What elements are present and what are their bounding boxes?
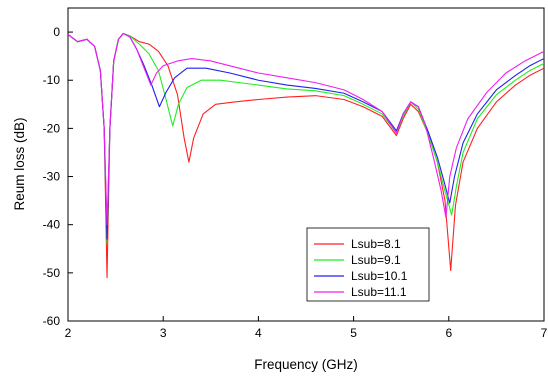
plot-frame	[67, 7, 545, 322]
y-tick-label-1: -10	[43, 73, 61, 87]
legend-label-3: Lsub=11.1	[351, 285, 407, 299]
y-tick-label-0: 0	[53, 25, 60, 39]
y-tick-label-5: -50	[43, 266, 61, 280]
x-tick-label-2: 4	[255, 326, 262, 340]
y-tick-label-6: -60	[43, 314, 61, 328]
y-tick-label-3: -30	[43, 170, 61, 184]
legend-box	[306, 227, 430, 302]
series-line-0	[68, 32, 544, 279]
x-tick-label-3: 5	[350, 326, 357, 340]
legend-label-0: Lsub=8.1	[351, 237, 401, 251]
legend: Lsub=8.1 Lsub=9.1 Lsub=10.1 Lsub=11.1	[306, 227, 430, 302]
y-axis: 0 -10 -20 -30 -40 -50 -60	[43, 25, 73, 328]
series-layer	[68, 32, 544, 279]
x-tick-label-1: 3	[160, 326, 167, 340]
x-tick-label-0: 2	[65, 326, 72, 340]
x-tick-label-5: 7	[541, 326, 548, 340]
x-tick-label-4: 6	[445, 326, 452, 340]
series-line-3	[68, 32, 544, 226]
x-axis: 2 3 4 5 6 7	[65, 316, 548, 340]
y-axis-label: Reum loss (dB)	[12, 117, 27, 210]
legend-label-1: Lsub=9.1	[351, 253, 401, 267]
series-line-2	[68, 32, 544, 240]
x-axis-label: Frequency (GHz)	[254, 357, 358, 372]
y-tick-label-2: -20	[43, 121, 61, 135]
legend-label-2: Lsub=10.1	[351, 269, 408, 283]
y-tick-label-4: -40	[43, 218, 61, 232]
